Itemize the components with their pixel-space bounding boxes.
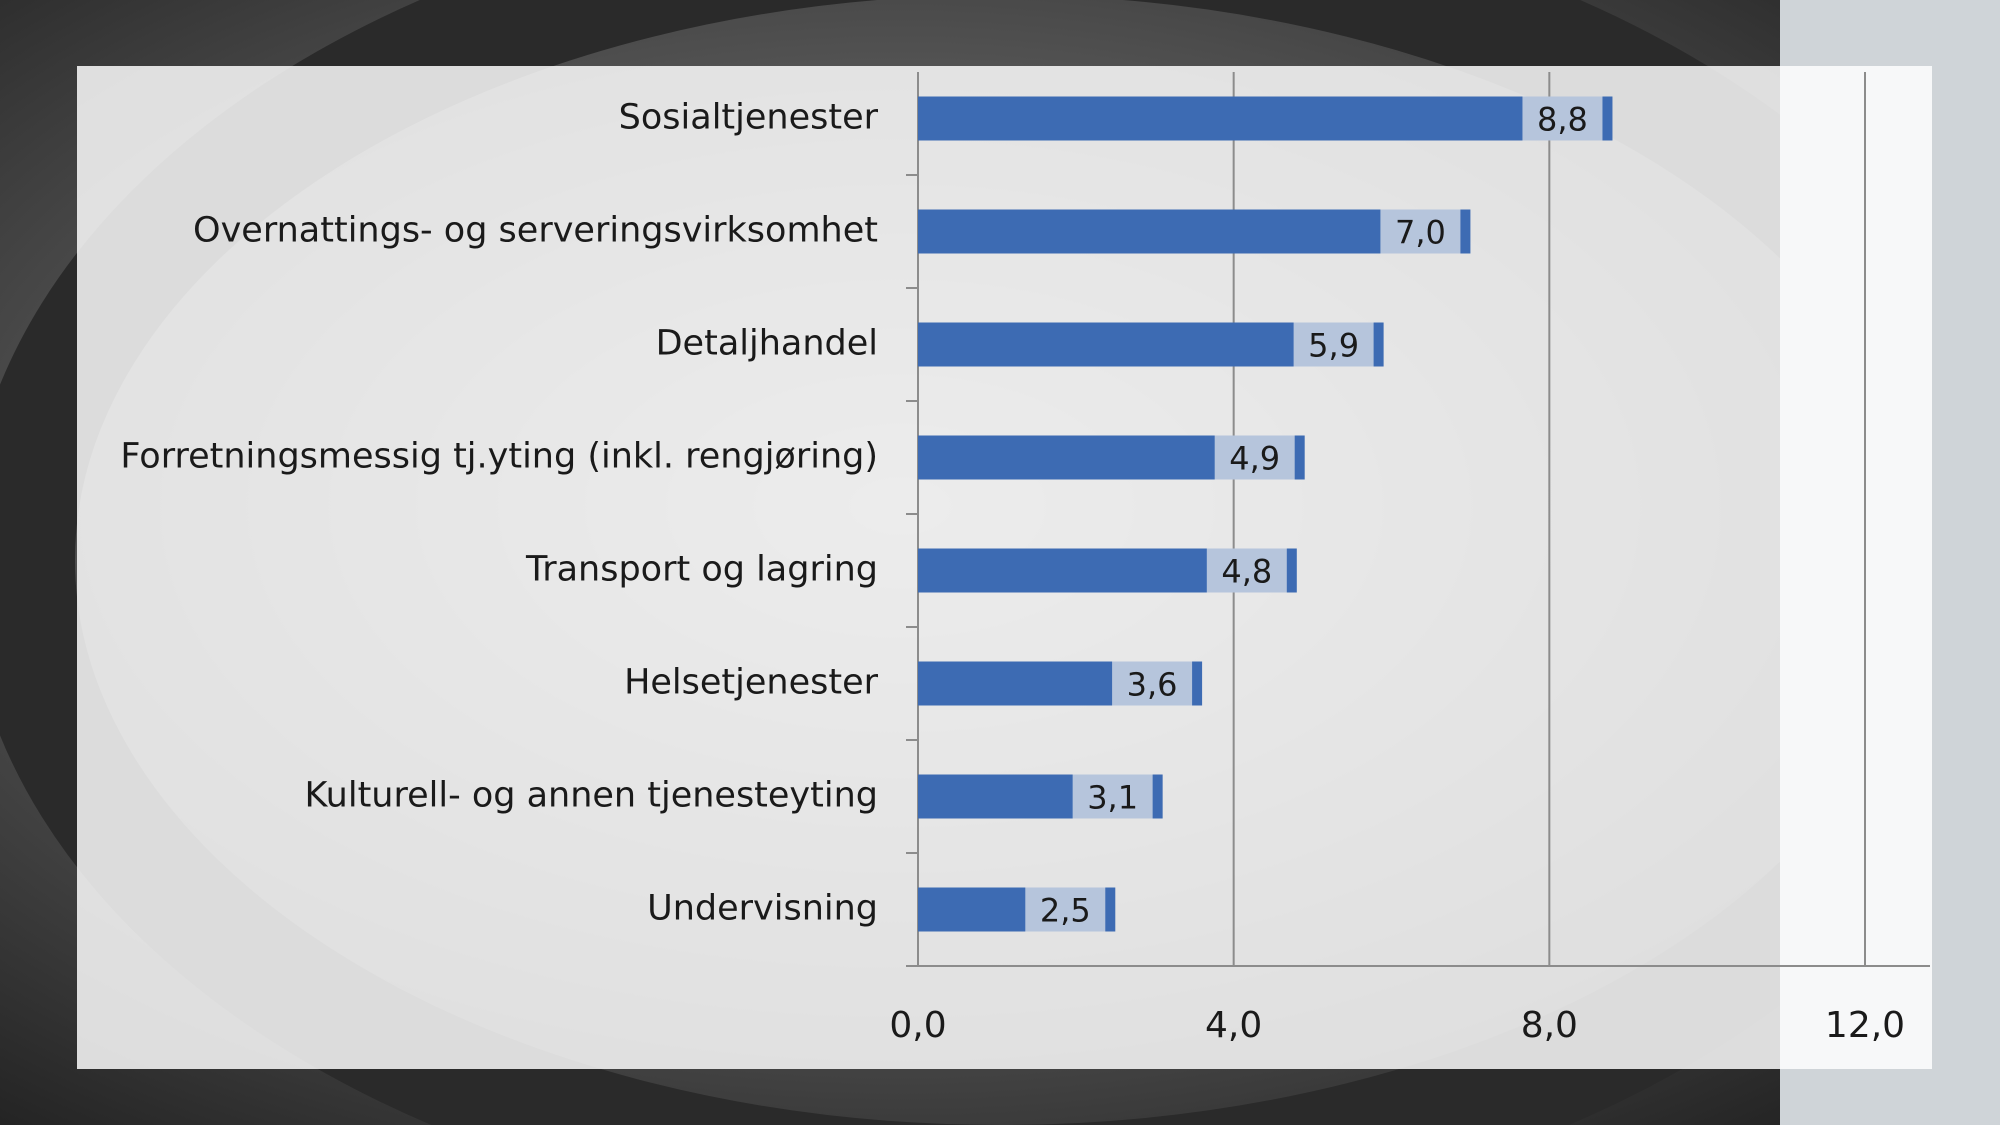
value-label: 2,5	[1040, 892, 1091, 930]
value-label-box	[1112, 661, 1193, 706]
x-tick-label: 0,0	[889, 1005, 946, 1046]
value-label: 4,8	[1221, 553, 1272, 591]
y-tick-label: Forretningsmessig tj.yting (inkl. rengjø…	[120, 437, 878, 477]
y-tick-label: Undervisning	[647, 889, 878, 929]
bar	[918, 209, 1471, 254]
value-label-box	[1072, 774, 1153, 819]
y-tick-label: Overnattings- og serveringsvirksomhet	[193, 211, 878, 251]
y-tick-label: Detaljhandel	[656, 324, 878, 364]
value-label: 4,9	[1229, 440, 1280, 478]
bar	[918, 96, 1613, 141]
x-tick-label: 12,0	[1825, 1005, 1905, 1046]
x-tick-label: 8,0	[1521, 1005, 1578, 1046]
y-tick-label: Sosialtjenester	[619, 98, 879, 138]
value-label: 3,6	[1127, 666, 1178, 704]
y-tick-label: Kulturell- og annen tjenesteyting	[304, 776, 878, 816]
value-label-box	[1293, 322, 1374, 367]
value-label: 7,0	[1395, 214, 1446, 252]
value-label-box	[1206, 548, 1287, 593]
value-label: 3,1	[1087, 779, 1138, 817]
value-label-box	[1214, 435, 1295, 480]
value-label: 8,8	[1537, 101, 1588, 139]
value-label-box	[1025, 887, 1106, 932]
value-label-box	[1522, 96, 1603, 141]
x-tick-label: 4,0	[1205, 1005, 1262, 1046]
value-label: 5,9	[1308, 327, 1359, 365]
y-tick-label: Helsetjenester	[624, 663, 879, 703]
value-label-box	[1380, 209, 1461, 254]
y-tick-label: Transport og lagring	[525, 550, 878, 590]
